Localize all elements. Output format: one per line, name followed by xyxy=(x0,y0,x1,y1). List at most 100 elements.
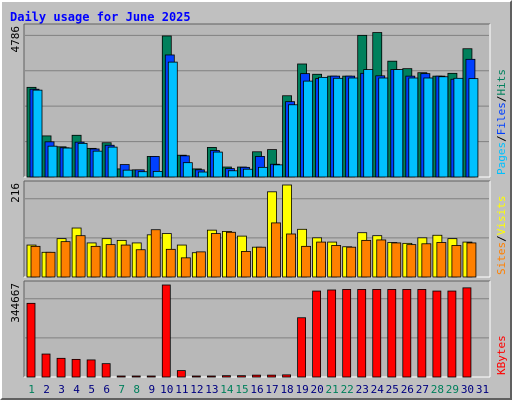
x-tick-label-day-18: 18 xyxy=(280,383,293,396)
x-tick-label-day-24: 24 xyxy=(371,383,385,396)
bar-pages-day-19 xyxy=(303,80,313,178)
bar-kbytes-day-14 xyxy=(222,375,231,378)
bar-kbytes-day-7 xyxy=(116,375,126,378)
bar-pages-day-2 xyxy=(47,145,58,178)
bar-pages-day-29 xyxy=(453,77,464,178)
bar-sites-day-1 xyxy=(30,245,41,278)
bar-sites-day-11 xyxy=(180,257,191,278)
bar-sites-day-26 xyxy=(406,244,417,278)
bar-pages-day-20 xyxy=(318,76,329,178)
bar-pages-day-15 xyxy=(243,168,253,178)
bar-sites-day-25 xyxy=(391,242,402,278)
bar-pages-day-21 xyxy=(333,77,344,178)
x-tick-label-day-22: 22 xyxy=(341,383,354,396)
legend-visits-sites-part: / xyxy=(495,235,508,242)
x-tick-label-day-19: 19 xyxy=(295,383,308,396)
bar-kbytes-day-23 xyxy=(357,289,367,378)
x-tick-label-day-3: 3 xyxy=(58,383,65,396)
bar-kbytes-day-2 xyxy=(41,353,51,378)
bar-kbytes-day-16 xyxy=(252,374,261,378)
bar-sites-day-18 xyxy=(286,233,296,278)
bar-kbytes-day-26 xyxy=(402,289,412,378)
bar-kbytes-day-13 xyxy=(206,375,216,378)
bar-sites-day-14 xyxy=(226,231,236,278)
bar-sites-day-29 xyxy=(451,245,462,278)
bar-sites-day-10 xyxy=(165,248,176,278)
bar-sites-day-23 xyxy=(361,239,372,278)
bar-pages-day-7 xyxy=(122,169,133,178)
bar-pages-day-11 xyxy=(182,162,193,178)
panel-visits-sites-legend: Sites/Visits xyxy=(495,196,508,276)
x-tick-label-day-23: 23 xyxy=(356,383,369,396)
bar-kbytes-day-30 xyxy=(462,287,472,378)
bar-sites-day-20 xyxy=(316,241,327,278)
bar-sites-day-7 xyxy=(120,244,131,278)
bar-sites-day-22 xyxy=(346,246,357,278)
bar-sites-day-6 xyxy=(105,244,116,278)
bar-kbytes-day-15 xyxy=(237,375,246,378)
legend-visits-sites-part: Sites xyxy=(495,242,508,275)
panel-kbytes-ymax-label: 344667 xyxy=(9,283,22,323)
bar-pages-day-26 xyxy=(408,77,419,178)
x-tick-label-day-25: 25 xyxy=(386,383,399,396)
bar-pages-day-23 xyxy=(363,69,374,178)
legend-kbytes-part: KBytes xyxy=(495,335,508,375)
bar-sites-day-15 xyxy=(241,251,251,278)
panel-kbytes-background xyxy=(24,281,490,377)
bar-kbytes-day-11 xyxy=(176,370,186,378)
bar-kbytes-day-10 xyxy=(161,284,171,378)
bar-pages-day-24 xyxy=(378,77,389,178)
bar-sites-day-16 xyxy=(256,246,266,278)
bar-sites-day-19 xyxy=(301,245,311,278)
bar-kbytes-day-24 xyxy=(372,289,382,378)
bar-kbytes-day-29 xyxy=(447,290,457,378)
bar-pages-day-22 xyxy=(348,77,359,178)
panel-visits-sites-ymax-label: 216 xyxy=(9,183,22,203)
bar-kbytes-day-18 xyxy=(282,374,291,378)
legend-hits-files-pages-part: / xyxy=(495,135,508,142)
bar-pages-day-6 xyxy=(107,146,118,178)
bar-kbytes-day-9 xyxy=(146,375,156,378)
chart-title: Daily usage for June 2025 xyxy=(10,10,191,24)
bar-sites-day-4 xyxy=(75,235,86,278)
panel-kbytes-legend: KBytes xyxy=(495,335,508,375)
bar-sites-day-12 xyxy=(195,251,206,278)
x-tick-label-day-1: 1 xyxy=(28,383,35,396)
legend-hits-files-pages-part: / xyxy=(495,96,508,103)
x-tick-label-day-20: 20 xyxy=(311,383,324,396)
x-tick-label-day-14: 14 xyxy=(220,383,234,396)
x-tick-label-day-15: 15 xyxy=(235,383,248,396)
bar-pages-day-13 xyxy=(212,151,223,178)
x-tick-label-day-26: 26 xyxy=(401,383,414,396)
x-tick-label-day-28: 28 xyxy=(431,383,444,396)
bar-pages-day-25 xyxy=(393,69,404,178)
bar-sites-day-27 xyxy=(421,243,432,278)
bar-pages-day-8 xyxy=(137,171,148,178)
bar-kbytes-day-25 xyxy=(387,289,397,378)
bar-kbytes-day-20 xyxy=(312,290,322,378)
bar-sites-day-28 xyxy=(436,242,447,278)
bar-kbytes-day-12 xyxy=(191,375,201,378)
bar-kbytes-day-27 xyxy=(417,289,427,378)
x-tick-label-day-27: 27 xyxy=(416,383,429,396)
bar-kbytes-day-28 xyxy=(432,290,442,378)
bar-sites-day-17 xyxy=(271,222,281,278)
x-tick-label-day-6: 6 xyxy=(103,383,110,396)
bar-kbytes-day-5 xyxy=(86,359,96,378)
legend-hits-files-pages-part: Hits xyxy=(495,69,508,96)
bar-sites-day-2 xyxy=(45,251,56,278)
bar-pages-day-17 xyxy=(273,164,283,178)
bar-sites-day-21 xyxy=(331,245,342,278)
bar-kbytes-day-22 xyxy=(342,289,352,378)
bar-kbytes-day-3 xyxy=(56,357,66,378)
x-tick-label-day-5: 5 xyxy=(88,383,95,396)
x-tick-label-day-11: 11 xyxy=(175,383,188,396)
bar-kbytes-day-4 xyxy=(71,358,81,378)
x-tick-label-day-8: 8 xyxy=(133,383,140,396)
bar-pages-day-30 xyxy=(468,78,479,178)
bar-pages-day-16 xyxy=(258,166,268,178)
x-tick-label-day-16: 16 xyxy=(250,383,263,396)
x-tick-label-day-31: 31 xyxy=(476,383,489,396)
bar-kbytes-day-6 xyxy=(101,363,111,378)
bar-pages-day-9 xyxy=(152,170,163,178)
